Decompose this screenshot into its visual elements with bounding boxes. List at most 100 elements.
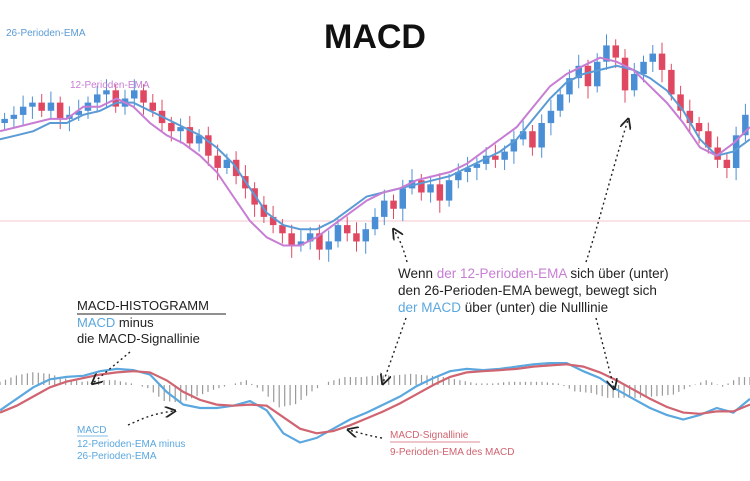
candle-body xyxy=(399,188,406,209)
candle-body xyxy=(566,78,573,95)
candle-body xyxy=(705,131,712,148)
candle-body xyxy=(464,167,471,172)
arrow-crossover-right-macd xyxy=(595,317,614,388)
candle-body xyxy=(371,216,379,230)
candle-body xyxy=(686,110,694,124)
candle-body xyxy=(714,147,721,160)
candle-body xyxy=(316,233,323,250)
note1-c: sich über (unter) xyxy=(567,266,669,281)
histogram-title: MACD-HISTOGRAMM xyxy=(77,298,209,313)
candle-body xyxy=(408,180,416,189)
macd-histogram xyxy=(0,372,750,408)
histogram-line3: die MACD-Signallinie xyxy=(77,331,200,346)
signal-label: MACD-Signallinie xyxy=(390,430,469,441)
candle-body xyxy=(214,155,221,168)
candle-body xyxy=(594,61,601,87)
candle-body xyxy=(325,241,332,250)
candle-body xyxy=(668,69,675,95)
ema-lines xyxy=(0,56,750,247)
candle-body xyxy=(519,131,527,140)
note3-macd: der MACD xyxy=(398,300,461,315)
candle-body xyxy=(131,90,138,99)
chart-title: MACD xyxy=(324,18,426,56)
candle-body xyxy=(482,155,490,164)
macd-label: MACD xyxy=(77,425,106,436)
candle-body xyxy=(612,45,619,58)
note-line1: Wenn der 12-Perioden-EMA sich über (unte… xyxy=(398,266,669,281)
note1-ema12: der 12-Perioden-EMA xyxy=(437,266,568,281)
candle-body xyxy=(436,184,444,201)
histogram-macd-word: MACD xyxy=(77,315,115,330)
candle-body xyxy=(695,123,703,132)
candle-body xyxy=(279,225,286,234)
candle-body xyxy=(529,131,536,148)
candle-body xyxy=(75,110,82,115)
histogram-line2: MACD minus xyxy=(77,315,154,330)
candle-body xyxy=(269,216,277,226)
candle-body xyxy=(260,204,268,217)
note3-b: über (unter) die Nulllinie xyxy=(461,300,608,315)
candle-body xyxy=(10,114,18,119)
candle-body xyxy=(538,123,545,148)
candle-body xyxy=(575,65,582,79)
candle-body xyxy=(742,114,749,136)
candle-body xyxy=(362,229,369,242)
candle-body xyxy=(47,102,55,111)
candle-body xyxy=(195,135,203,144)
candle-body xyxy=(418,180,425,193)
candle-body xyxy=(306,233,314,242)
candle-body xyxy=(205,135,212,156)
candle-body xyxy=(334,225,342,242)
arrow-crossover-left-macd xyxy=(383,317,407,383)
candle-body xyxy=(649,53,656,62)
arrow-macd xyxy=(127,411,174,426)
candle-body xyxy=(1,118,8,123)
note-line3: der MACD über (unter) die Nulllinie xyxy=(398,300,608,315)
candle-body xyxy=(603,45,610,62)
candle-body xyxy=(547,110,555,124)
candle-body xyxy=(621,57,629,91)
candle-body xyxy=(149,102,156,111)
candle-body xyxy=(584,65,592,87)
signal-sub: 9-Perioden-EMA des MACD xyxy=(390,447,515,458)
candle-body xyxy=(297,241,305,246)
signal-line xyxy=(0,363,750,435)
candle-body xyxy=(501,151,508,160)
candle-body xyxy=(455,172,462,181)
candle-body xyxy=(492,155,499,160)
candle-body xyxy=(94,94,101,103)
macd-sub1: 12-Perioden-EMA minus xyxy=(77,439,185,450)
candle-body xyxy=(140,90,147,103)
candle-body xyxy=(631,74,638,91)
arrow-crossover-left-price xyxy=(394,230,408,263)
candle-body xyxy=(732,135,740,168)
candle-body xyxy=(288,233,295,246)
candle-body xyxy=(723,159,731,168)
histogram-minus-word: minus xyxy=(115,315,154,330)
arrow-signal xyxy=(349,430,383,439)
candle-body xyxy=(427,184,434,193)
arrow-histogram xyxy=(93,351,131,383)
ema26-label: 26-Perioden-EMA xyxy=(6,28,86,39)
macd-lines xyxy=(0,362,750,444)
candle-body xyxy=(29,102,36,107)
candle-body xyxy=(677,94,684,111)
candle-body xyxy=(510,139,518,152)
candle-body xyxy=(38,102,45,111)
candle-body xyxy=(177,127,184,132)
candle-body xyxy=(186,127,194,144)
annotation-arrows xyxy=(93,120,628,439)
ema12-line xyxy=(0,56,750,247)
candle-body xyxy=(658,53,666,70)
candlesticks xyxy=(1,34,749,262)
candle-body xyxy=(381,200,388,217)
candle-body xyxy=(168,123,175,132)
note1-a: Wenn xyxy=(398,266,437,281)
candle-body xyxy=(344,225,351,234)
macd-line xyxy=(0,362,750,444)
ema12-label: 12-Perioden-EMA xyxy=(70,80,150,91)
candle-body xyxy=(56,102,64,119)
candle-body xyxy=(445,180,453,201)
